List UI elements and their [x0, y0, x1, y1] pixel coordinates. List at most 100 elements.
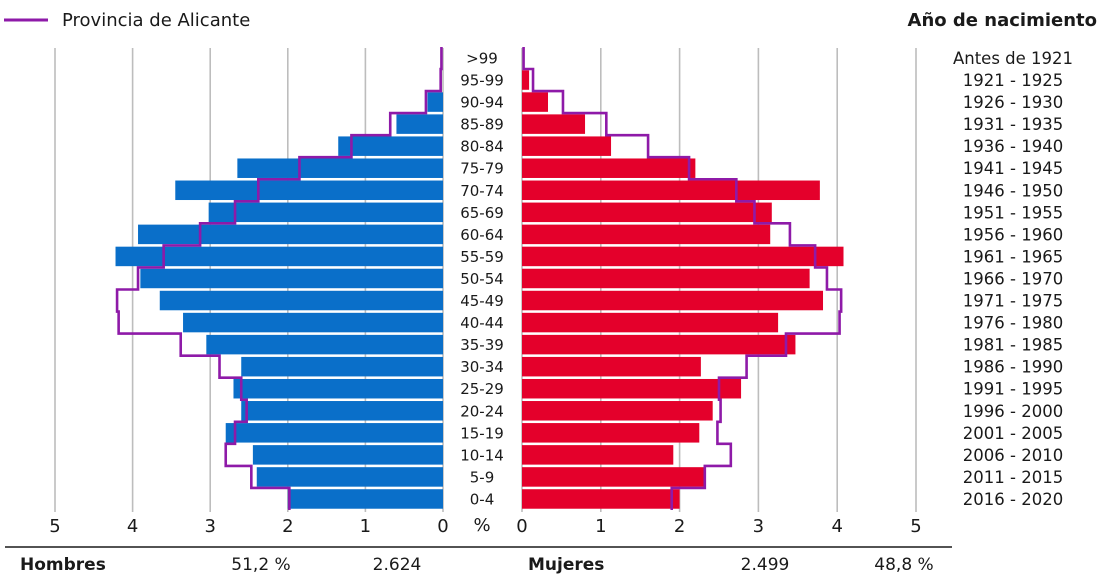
- bar-hombres: [225, 423, 443, 443]
- birth-year-label: 1971 - 1975: [963, 292, 1063, 311]
- bar-mujeres: [522, 489, 680, 509]
- bar-hombres: [140, 268, 444, 289]
- birth-year-label: 2011 - 2015: [963, 468, 1063, 487]
- bar-mujeres: [522, 180, 820, 201]
- birth-year-label: 1961 - 1965: [963, 247, 1063, 266]
- provincia-line-hombres: [115, 46, 443, 510]
- bar-mujeres: [522, 70, 530, 90]
- birth-year-label: 1926 - 1930: [963, 93, 1063, 112]
- provincia-line-mujeres: [522, 46, 843, 510]
- x-tick-left: 2: [282, 516, 293, 537]
- birth-year-label: 1996 - 2000: [963, 402, 1063, 421]
- age-group-label: 50-54: [460, 270, 504, 288]
- x-tick-right: 5: [910, 516, 921, 537]
- birth-year-label: 1931 - 1935: [963, 115, 1063, 134]
- age-group-label: 30-34: [460, 358, 504, 376]
- bar-hombres: [175, 180, 443, 201]
- age-group-label: 15-19: [460, 424, 504, 442]
- bar-mujeres: [522, 114, 586, 134]
- age-group-label: >99: [466, 49, 498, 67]
- birth-year-label: 1966 - 1970: [963, 269, 1063, 288]
- x-tick-left: 0: [437, 516, 448, 537]
- bar-hombres: [138, 224, 444, 245]
- age-group-label: 25-29: [460, 380, 504, 398]
- age-group-label: 20-24: [460, 402, 504, 420]
- mujeres-label: Mujeres: [528, 555, 604, 575]
- birth-year-label: 1986 - 1990: [963, 358, 1063, 377]
- hombres-label: Hombres: [20, 555, 106, 575]
- bar-mujeres: [522, 136, 612, 156]
- birth-year-label: 2006 - 2010: [963, 446, 1063, 465]
- bar-hombres: [396, 114, 443, 134]
- mujeres-bars: [522, 70, 844, 509]
- mujeres-count: 2.499: [741, 555, 790, 575]
- age-group-label: 55-59: [460, 248, 504, 266]
- x-tick-right: 1: [595, 516, 606, 537]
- x-tick-right: 3: [753, 516, 764, 537]
- provincia-lines: [115, 46, 843, 510]
- bar-hombres: [183, 312, 444, 333]
- age-group-label: 0-4: [470, 490, 495, 508]
- x-tick-left: 3: [204, 516, 215, 537]
- bar-mujeres: [522, 401, 713, 421]
- age-group-labels: 0-4 5-9 10-14 15-19 20-24 25-29 30-34 35-39 40-4…: [460, 49, 504, 508]
- x-tick-right: 0: [516, 516, 527, 537]
- age-group-label: 70-74: [460, 182, 504, 200]
- birth-year-label: 1976 - 1980: [963, 314, 1063, 333]
- birth-year-label: 1941 - 1945: [963, 159, 1063, 178]
- x-tick-labels: 5 4 3 2 1 0 0 1 2 3 4 5: [49, 516, 921, 537]
- birth-year-label: 1951 - 1955: [963, 203, 1063, 222]
- bar-hombres: [287, 489, 443, 509]
- age-group-label: 10-14: [460, 446, 504, 464]
- bar-mujeres: [522, 312, 779, 333]
- bar-hombres: [208, 202, 443, 223]
- age-group-label: 85-89: [460, 116, 504, 134]
- bar-mujeres: [522, 290, 824, 311]
- birth-year-label: Antes de 1921: [953, 49, 1073, 68]
- bar-hombres: [241, 356, 443, 377]
- hombres-count: 2.624: [373, 555, 422, 575]
- bar-hombres: [241, 401, 443, 421]
- bar-mujeres: [522, 445, 674, 465]
- x-tick-right: 2: [674, 516, 685, 537]
- age-group-label: 40-44: [460, 314, 504, 332]
- bar-mujeres: [522, 92, 549, 112]
- bar-mujeres: [522, 423, 700, 443]
- hombres-percent: 51,2 %: [231, 555, 290, 575]
- bar-hombres: [338, 136, 443, 156]
- birth-year-labels: 2016 - 2020 2011 - 2015 2006 - 2010 2001 - …: [953, 49, 1073, 509]
- birth-year-label: 1936 - 1940: [963, 137, 1063, 156]
- bar-mujeres: [522, 356, 701, 377]
- bar-mujeres: [522, 268, 810, 289]
- bar-hombres: [252, 445, 443, 465]
- birth-year-label: 2016 - 2020: [963, 490, 1063, 509]
- age-group-label: 5-9: [470, 468, 495, 486]
- birth-year-label: 1956 - 1960: [963, 225, 1063, 244]
- bar-mujeres: [522, 246, 844, 267]
- bar-hombres: [159, 290, 443, 311]
- age-group-label: 60-64: [460, 226, 504, 244]
- x-tick-right: 4: [831, 516, 842, 537]
- mujeres-percent: 48,8 %: [874, 555, 933, 575]
- x-tick-left: 1: [360, 516, 371, 537]
- legend-label: Provincia de Alicante: [62, 10, 250, 31]
- hombres-bars: [115, 92, 444, 509]
- age-group-label: 35-39: [460, 336, 504, 354]
- age-group-label: 90-94: [460, 94, 504, 112]
- birth-year-label: 1991 - 1995: [963, 380, 1063, 399]
- x-tick-left: 4: [127, 516, 138, 537]
- unit-label: %: [473, 515, 490, 536]
- age-group-label: 75-79: [460, 160, 504, 178]
- bar-mujeres: [522, 467, 706, 487]
- age-group-label: 65-69: [460, 204, 504, 222]
- bar-hombres: [427, 92, 443, 112]
- birth-year-label: 1921 - 1925: [963, 71, 1063, 90]
- birth-year-label: 2001 - 2005: [963, 424, 1063, 443]
- age-group-label: 80-84: [460, 138, 504, 156]
- bar-hombres: [206, 334, 443, 355]
- bar-mujeres: [522, 202, 772, 223]
- bar-mujeres: [522, 334, 796, 355]
- right-axis-title: Año de nacimiento: [908, 10, 1097, 31]
- bar-hombres: [256, 467, 443, 487]
